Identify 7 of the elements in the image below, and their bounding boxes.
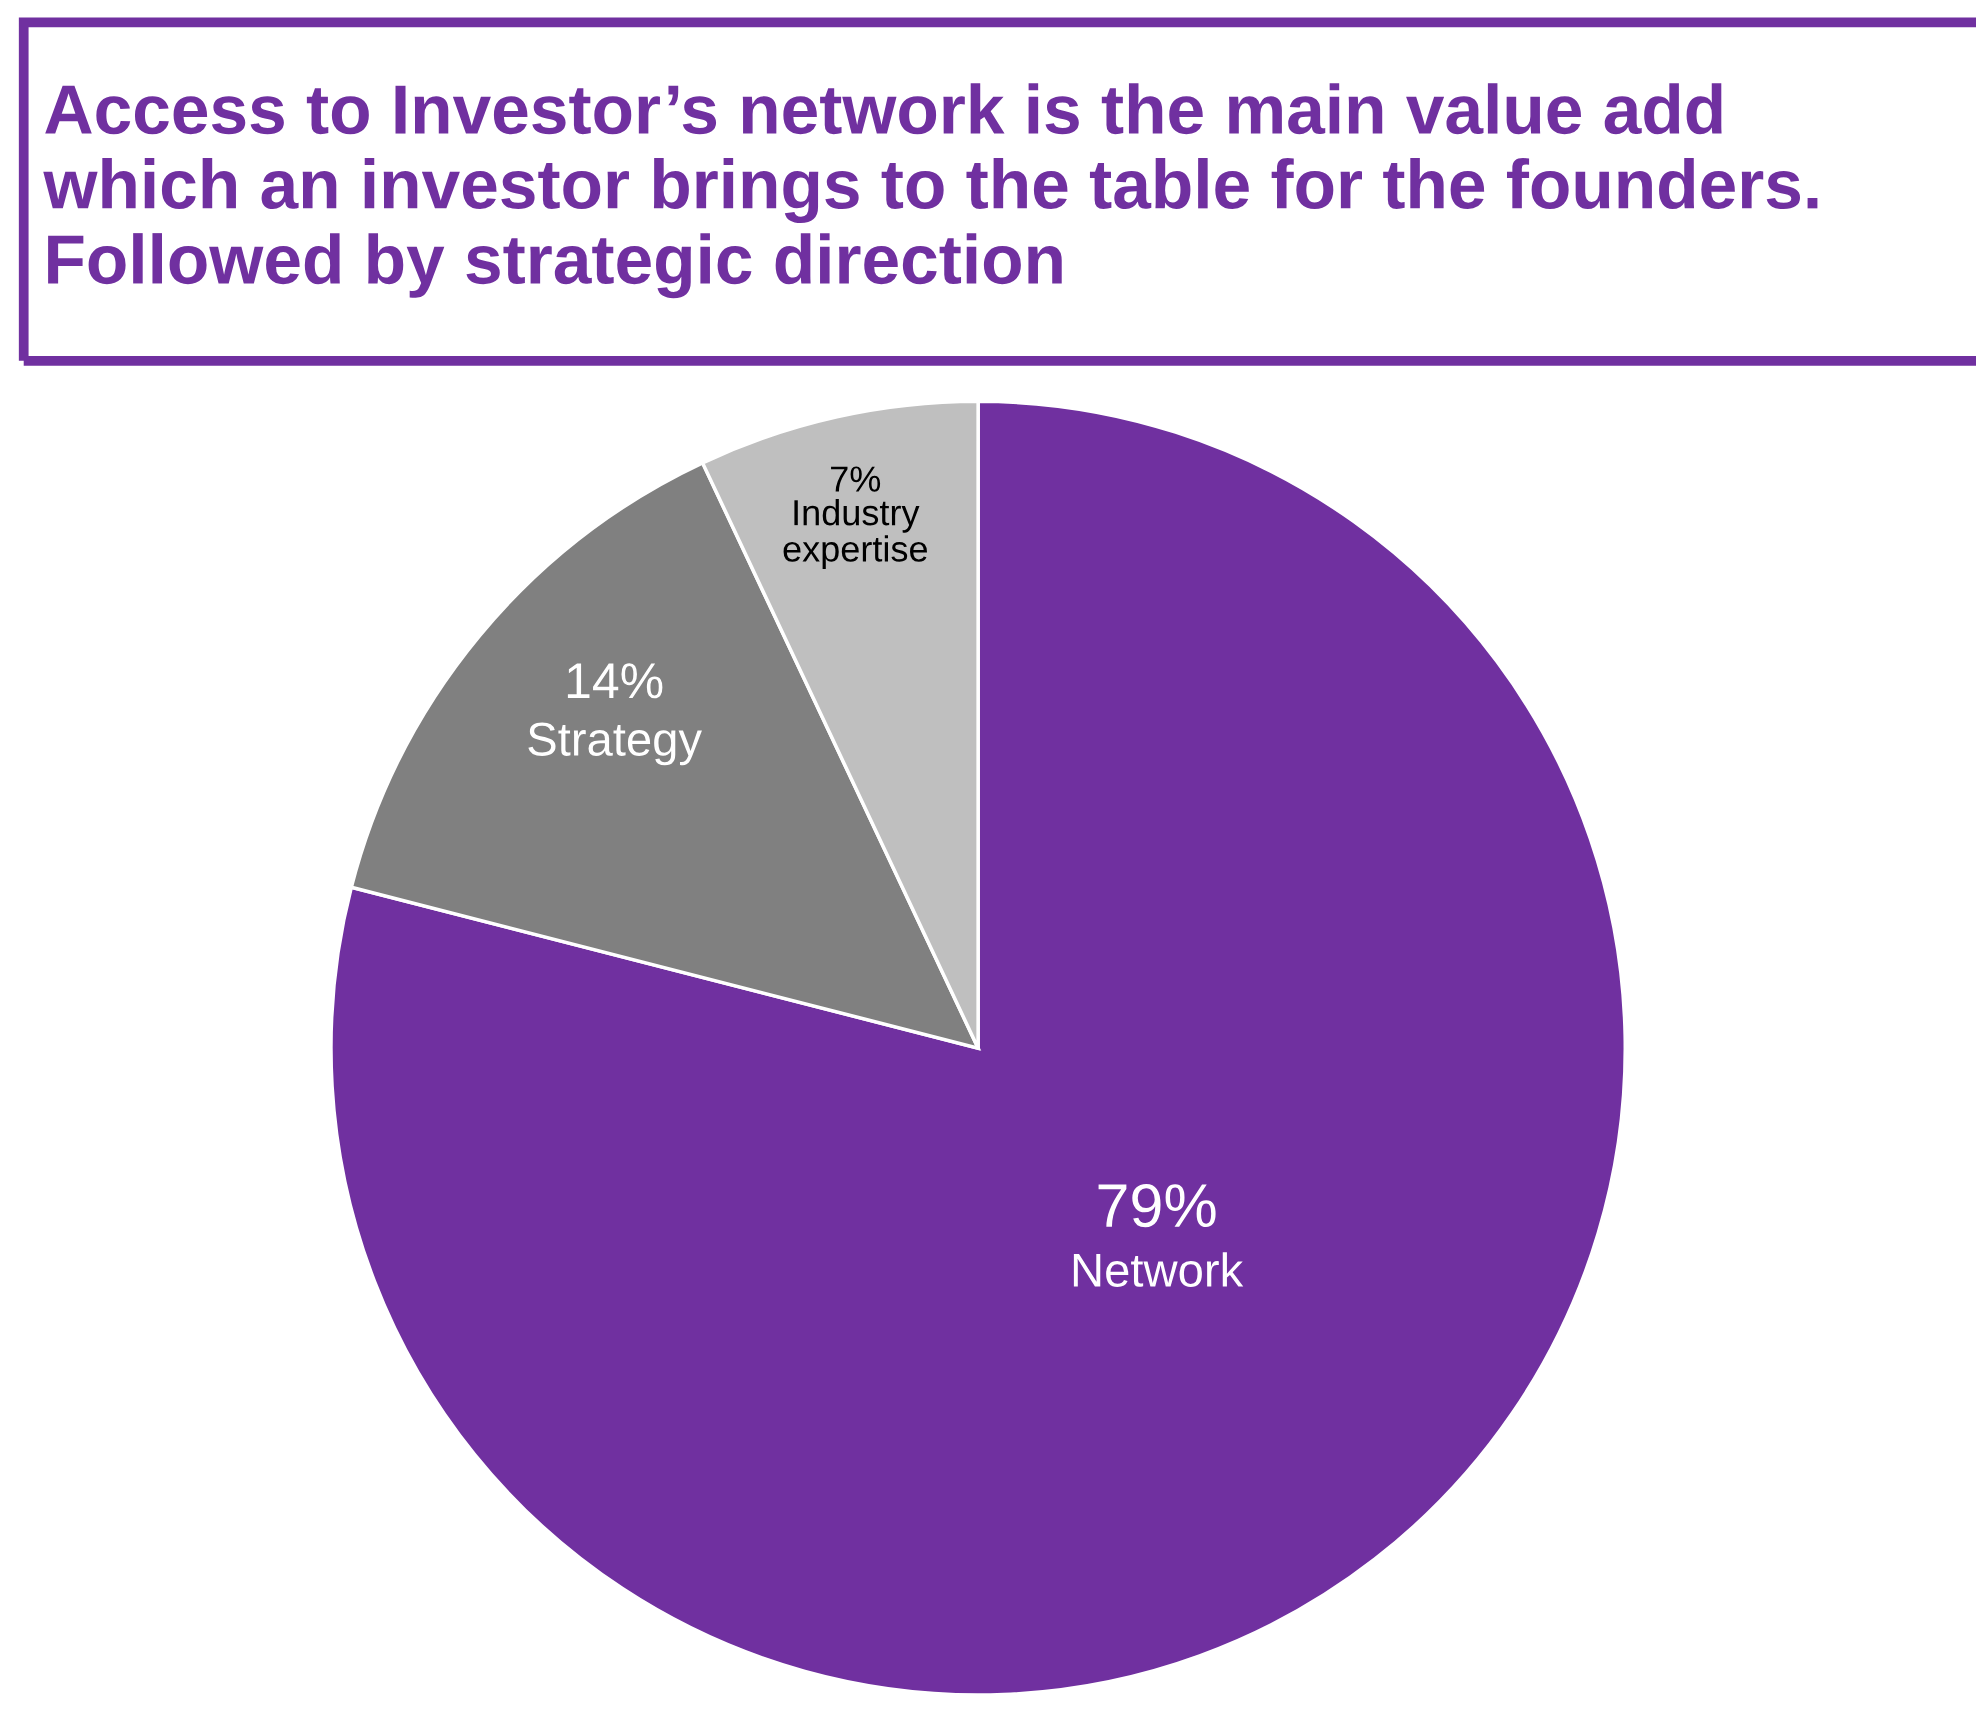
slice-label: Strategy <box>528 722 702 766</box>
data-label: 7% <box>831 466 881 492</box>
chart-title: Access to Investor’s network is the main value add which an investor brings to the table for the founders. Followed by strategic direction <box>43 83 1818 299</box>
slice-label: Industry expertise <box>783 498 927 569</box>
data-label: 14% <box>567 663 663 699</box>
slice-label: Network <box>1073 1252 1244 1287</box>
data-label: 79% <box>1098 1183 1216 1228</box>
